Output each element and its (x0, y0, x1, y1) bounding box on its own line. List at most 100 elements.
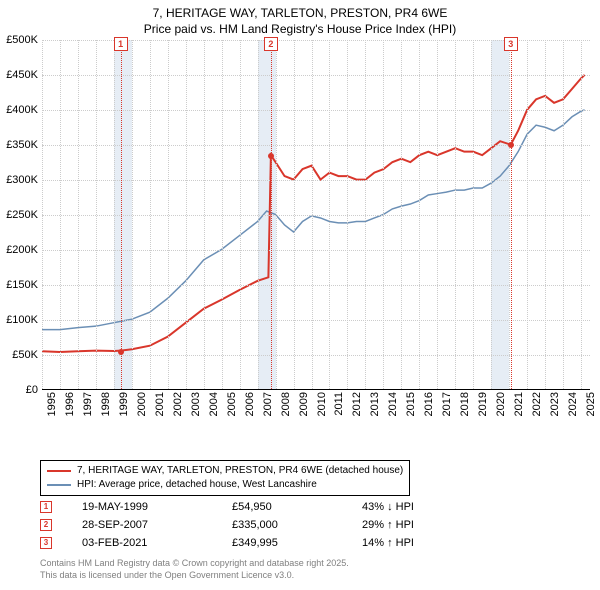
gridline-h (42, 180, 590, 181)
gridline-v (294, 40, 295, 389)
x-tick-label: 1998 (100, 392, 112, 416)
x-tick-label: 2012 (351, 392, 363, 416)
y-tick-label: £400K (0, 104, 38, 116)
sales-row-marker: 2 (40, 519, 52, 531)
gridline-v (240, 40, 241, 389)
y-tick-label: £0 (0, 384, 38, 396)
legend-swatch-property (47, 470, 71, 472)
gridline-v (473, 40, 474, 389)
sales-row-marker: 1 (40, 501, 52, 513)
gridline-v (401, 40, 402, 389)
x-tick-label: 2005 (226, 392, 238, 416)
y-tick-label: £350K (0, 139, 38, 151)
x-tick-label: 2019 (477, 392, 489, 416)
x-tick-label: 2008 (280, 392, 292, 416)
sales-row: 1 19-MAY-1999£54,95043% ↓ HPI (40, 498, 462, 516)
attribution-line-2: This data is licensed under the Open Gov… (40, 570, 294, 580)
legend-row-hpi: HPI: Average price, detached house, West… (47, 478, 403, 492)
y-tick-label: £50K (0, 349, 38, 361)
y-tick-label: £100K (0, 314, 38, 326)
gridline-h (42, 215, 590, 216)
gridline-v (60, 40, 61, 389)
x-tick-label: 1997 (82, 392, 94, 416)
x-tick-label: 2018 (459, 392, 471, 416)
x-tick-label: 2002 (172, 392, 184, 416)
y-tick-label: £500K (0, 34, 38, 46)
gridline-v (545, 40, 546, 389)
x-tick-label: 2020 (495, 392, 507, 416)
y-tick-label: £150K (0, 279, 38, 291)
x-tick-label: 2022 (531, 392, 543, 416)
legend-label-property: 7, HERITAGE WAY, TARLETON, PRESTON, PR4 … (77, 464, 403, 478)
gridline-v (437, 40, 438, 389)
legend: 7, HERITAGE WAY, TARLETON, PRESTON, PR4 … (40, 460, 410, 496)
gridline-v (563, 40, 564, 389)
sales-row-pct: 43% ↓ HPI (362, 501, 462, 513)
gridline-h (42, 285, 590, 286)
gridline-v (78, 40, 79, 389)
gridline-h (42, 355, 590, 356)
title-line-1: 7, HERITAGE WAY, TARLETON, PRESTON, PR4 … (153, 6, 448, 20)
x-tick-label: 2006 (244, 392, 256, 416)
gridline-v (329, 40, 330, 389)
sales-row: 228-SEP-2007£335,00029% ↑ HPI (40, 516, 462, 534)
chart-title: 7, HERITAGE WAY, TARLETON, PRESTON, PR4 … (0, 0, 600, 37)
gridline-v (258, 40, 259, 389)
gridline-v (455, 40, 456, 389)
gridline-h (42, 110, 590, 111)
gridline-v (42, 40, 43, 389)
x-tick-label: 1996 (64, 392, 76, 416)
gridline-v (114, 40, 115, 389)
attribution: Contains HM Land Registry data © Crown c… (40, 558, 349, 581)
plot-area: 123 (42, 40, 590, 390)
sales-row-price: £54,950 (232, 501, 362, 513)
gridline-h (42, 320, 590, 321)
sale-marker-line (511, 40, 512, 389)
sale-marker-line (271, 40, 272, 389)
sales-row-pct: 14% ↑ HPI (362, 537, 462, 549)
gridline-v (312, 40, 313, 389)
gridline-v (347, 40, 348, 389)
sales-row-price: £349,995 (232, 537, 362, 549)
x-tick-label: 1999 (118, 392, 130, 416)
legend-row-property: 7, HERITAGE WAY, TARLETON, PRESTON, PR4 … (47, 464, 403, 478)
series-property (42, 75, 585, 352)
x-tick-label: 2013 (369, 392, 381, 416)
x-tick-label: 2023 (549, 392, 561, 416)
gridline-v (419, 40, 420, 389)
x-tick-label: 2009 (298, 392, 310, 416)
gridline-v (204, 40, 205, 389)
sales-row-price: £335,000 (232, 519, 362, 531)
y-tick-label: £200K (0, 244, 38, 256)
sales-row: 3 03-FEB-2021£349,99514% ↑ HPI (40, 534, 462, 552)
chart-container: 7, HERITAGE WAY, TARLETON, PRESTON, PR4 … (0, 0, 600, 590)
sale-point-dot (118, 349, 124, 355)
sales-row-date: 19-MAY-1999 (82, 501, 232, 513)
gridline-v (186, 40, 187, 389)
x-tick-label: 2014 (387, 392, 399, 416)
y-tick-label: £300K (0, 174, 38, 186)
gridline-h (42, 75, 590, 76)
sale-marker-box: 1 (114, 37, 128, 51)
x-tick-label: 2024 (567, 392, 579, 416)
gridline-v (168, 40, 169, 389)
sale-marker-box: 2 (264, 37, 278, 51)
sales-row-marker: 3 (40, 537, 52, 549)
sales-table: 119-MAY-1999£54,95043% ↓ HPI228-SEP-2007… (40, 498, 462, 552)
y-tick-label: £450K (0, 69, 38, 81)
gridline-v (132, 40, 133, 389)
legend-swatch-hpi (47, 484, 71, 486)
gridline-v (276, 40, 277, 389)
sales-row-pct: 29% ↑ HPI (362, 519, 462, 531)
gridline-v (96, 40, 97, 389)
legend-label-hpi: HPI: Average price, detached house, West… (77, 478, 317, 492)
gridline-v (491, 40, 492, 389)
title-line-2: Price paid vs. HM Land Registry's House … (144, 22, 456, 36)
x-tick-label: 2011 (333, 392, 345, 416)
x-tick-label: 2004 (208, 392, 220, 416)
x-tick-label: 2016 (423, 392, 435, 416)
x-tick-label: 2001 (154, 392, 166, 416)
x-tick-label: 2017 (441, 392, 453, 416)
sales-row-date: 03-FEB-2021 (82, 537, 232, 549)
chart-area: £0£50K£100K£150K£200K£250K£300K£350K£400… (0, 40, 600, 420)
